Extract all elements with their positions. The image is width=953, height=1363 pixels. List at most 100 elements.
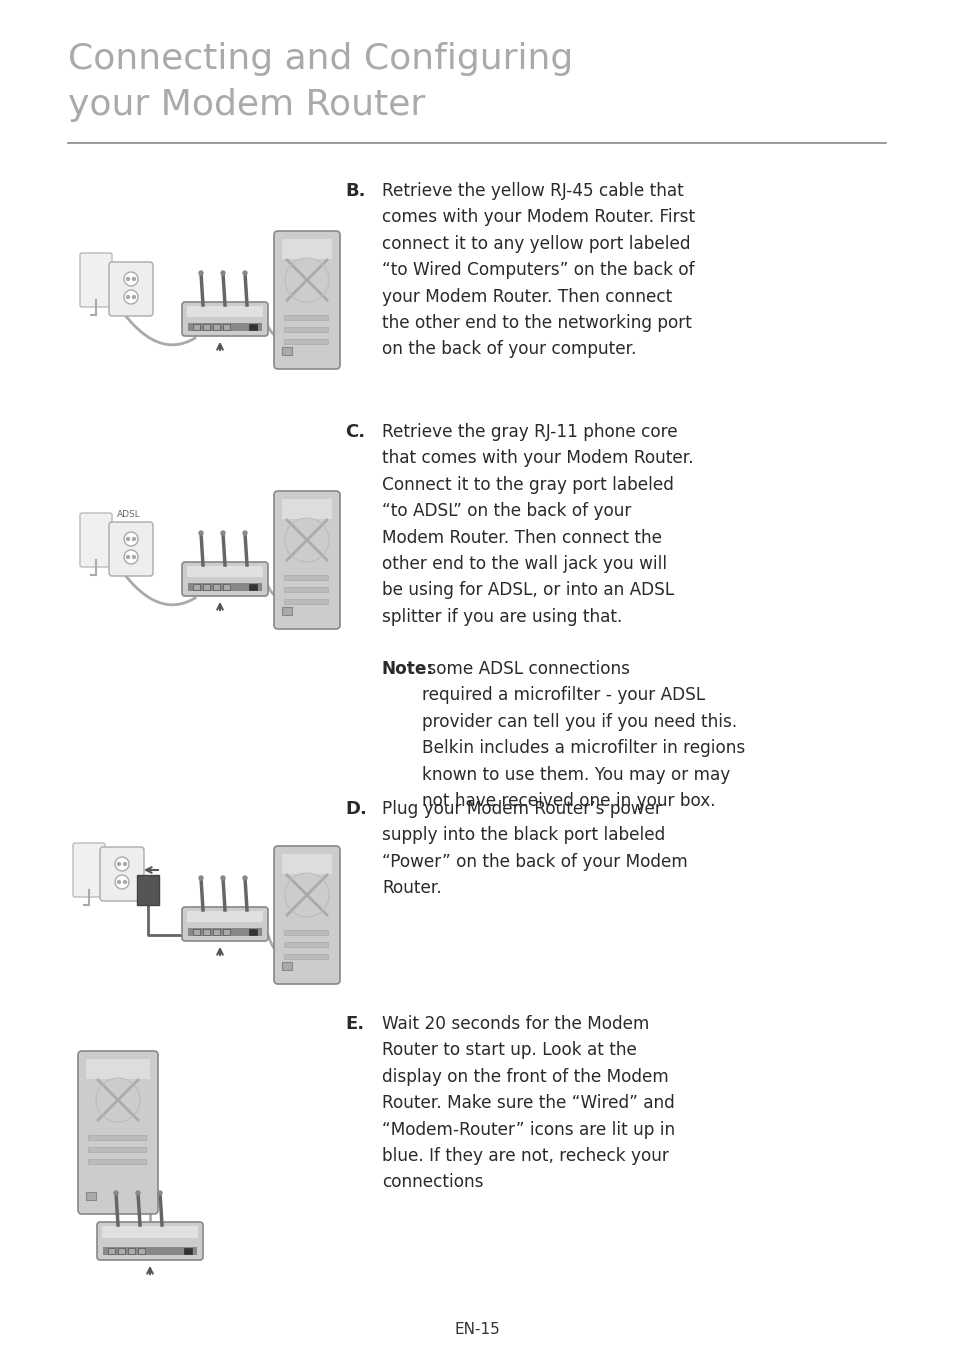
- Bar: [88, 1135, 146, 1139]
- Bar: [88, 1148, 146, 1152]
- Text: EN-15: EN-15: [454, 1322, 499, 1337]
- Bar: [128, 1249, 135, 1254]
- Circle shape: [117, 863, 120, 866]
- Circle shape: [124, 532, 138, 547]
- Bar: [203, 324, 210, 330]
- Text: Retrieve the gray RJ-11 phone core
that comes with your Modem Router.
Connect it: Retrieve the gray RJ-11 phone core that …: [381, 423, 693, 626]
- Text: B.: B.: [345, 183, 365, 200]
- Circle shape: [243, 532, 247, 536]
- Circle shape: [221, 532, 225, 536]
- Bar: [249, 324, 256, 330]
- Circle shape: [123, 863, 127, 866]
- Bar: [282, 348, 292, 354]
- Text: Wait 20 seconds for the Modem
Router to start up. Look at the
display on the fro: Wait 20 seconds for the Modem Router to …: [381, 1015, 675, 1191]
- Circle shape: [132, 556, 135, 559]
- Circle shape: [132, 537, 135, 541]
- Circle shape: [158, 1191, 162, 1195]
- Bar: [193, 324, 200, 330]
- Bar: [108, 1249, 115, 1254]
- FancyBboxPatch shape: [187, 910, 263, 921]
- Bar: [284, 954, 328, 960]
- Bar: [188, 323, 262, 331]
- Bar: [284, 315, 328, 320]
- FancyBboxPatch shape: [182, 906, 268, 940]
- Circle shape: [199, 876, 203, 880]
- Circle shape: [113, 1191, 118, 1195]
- Text: Connecting and Configuring: Connecting and Configuring: [68, 42, 573, 76]
- Bar: [203, 930, 210, 935]
- FancyBboxPatch shape: [109, 262, 152, 316]
- FancyBboxPatch shape: [109, 522, 152, 577]
- FancyBboxPatch shape: [97, 1223, 203, 1259]
- Bar: [213, 324, 220, 330]
- FancyBboxPatch shape: [182, 303, 268, 337]
- Circle shape: [127, 278, 130, 281]
- Text: your Modem Router: your Modem Router: [68, 89, 425, 123]
- Circle shape: [221, 271, 225, 275]
- FancyBboxPatch shape: [274, 846, 339, 984]
- Circle shape: [199, 532, 203, 536]
- Bar: [284, 587, 328, 592]
- FancyBboxPatch shape: [274, 230, 339, 369]
- Bar: [188, 928, 262, 936]
- Bar: [188, 583, 262, 592]
- Bar: [184, 1249, 192, 1254]
- Bar: [193, 930, 200, 935]
- Bar: [223, 930, 230, 935]
- Bar: [103, 1247, 196, 1255]
- Bar: [203, 583, 210, 590]
- Text: D.: D.: [345, 800, 367, 818]
- Bar: [88, 1159, 146, 1164]
- FancyBboxPatch shape: [80, 512, 112, 567]
- Bar: [282, 239, 332, 259]
- Bar: [284, 339, 328, 343]
- Bar: [282, 962, 292, 970]
- FancyBboxPatch shape: [100, 846, 144, 901]
- Bar: [249, 930, 256, 935]
- Bar: [193, 583, 200, 590]
- Bar: [118, 1249, 125, 1254]
- FancyBboxPatch shape: [182, 562, 268, 596]
- Bar: [282, 499, 332, 519]
- Circle shape: [117, 880, 120, 883]
- Circle shape: [243, 876, 247, 880]
- FancyBboxPatch shape: [274, 491, 339, 628]
- Circle shape: [115, 857, 129, 871]
- Text: ADSL: ADSL: [117, 510, 141, 519]
- Circle shape: [124, 290, 138, 304]
- Text: Retrieve the yellow RJ-45 cable that
comes with your Modem Router. First
connect: Retrieve the yellow RJ-45 cable that com…: [381, 183, 695, 358]
- FancyBboxPatch shape: [102, 1225, 198, 1238]
- Text: Plug your Modem Router’s power
supply into the black port labeled
“Power” on the: Plug your Modem Router’s power supply in…: [381, 800, 687, 897]
- Circle shape: [124, 273, 138, 286]
- Circle shape: [243, 271, 247, 275]
- Bar: [282, 607, 292, 615]
- Bar: [137, 875, 159, 905]
- Bar: [213, 930, 220, 935]
- Bar: [284, 930, 328, 935]
- Bar: [284, 942, 328, 947]
- Circle shape: [199, 271, 203, 275]
- Text: C.: C.: [345, 423, 365, 442]
- Bar: [86, 1059, 150, 1079]
- Bar: [213, 583, 220, 590]
- Circle shape: [115, 875, 129, 889]
- Text: E.: E.: [345, 1015, 364, 1033]
- Bar: [249, 583, 256, 590]
- Bar: [284, 575, 328, 581]
- FancyBboxPatch shape: [187, 566, 263, 577]
- Circle shape: [127, 556, 130, 559]
- FancyBboxPatch shape: [78, 1051, 158, 1214]
- Circle shape: [124, 551, 138, 564]
- Bar: [138, 1249, 145, 1254]
- Bar: [282, 855, 332, 874]
- FancyBboxPatch shape: [73, 842, 105, 897]
- FancyBboxPatch shape: [80, 254, 112, 307]
- Circle shape: [127, 296, 130, 298]
- Circle shape: [136, 1191, 140, 1195]
- Bar: [284, 327, 328, 333]
- Circle shape: [132, 296, 135, 298]
- Bar: [284, 598, 328, 604]
- Text: Note:: Note:: [381, 660, 434, 677]
- Bar: [223, 324, 230, 330]
- Circle shape: [127, 537, 130, 541]
